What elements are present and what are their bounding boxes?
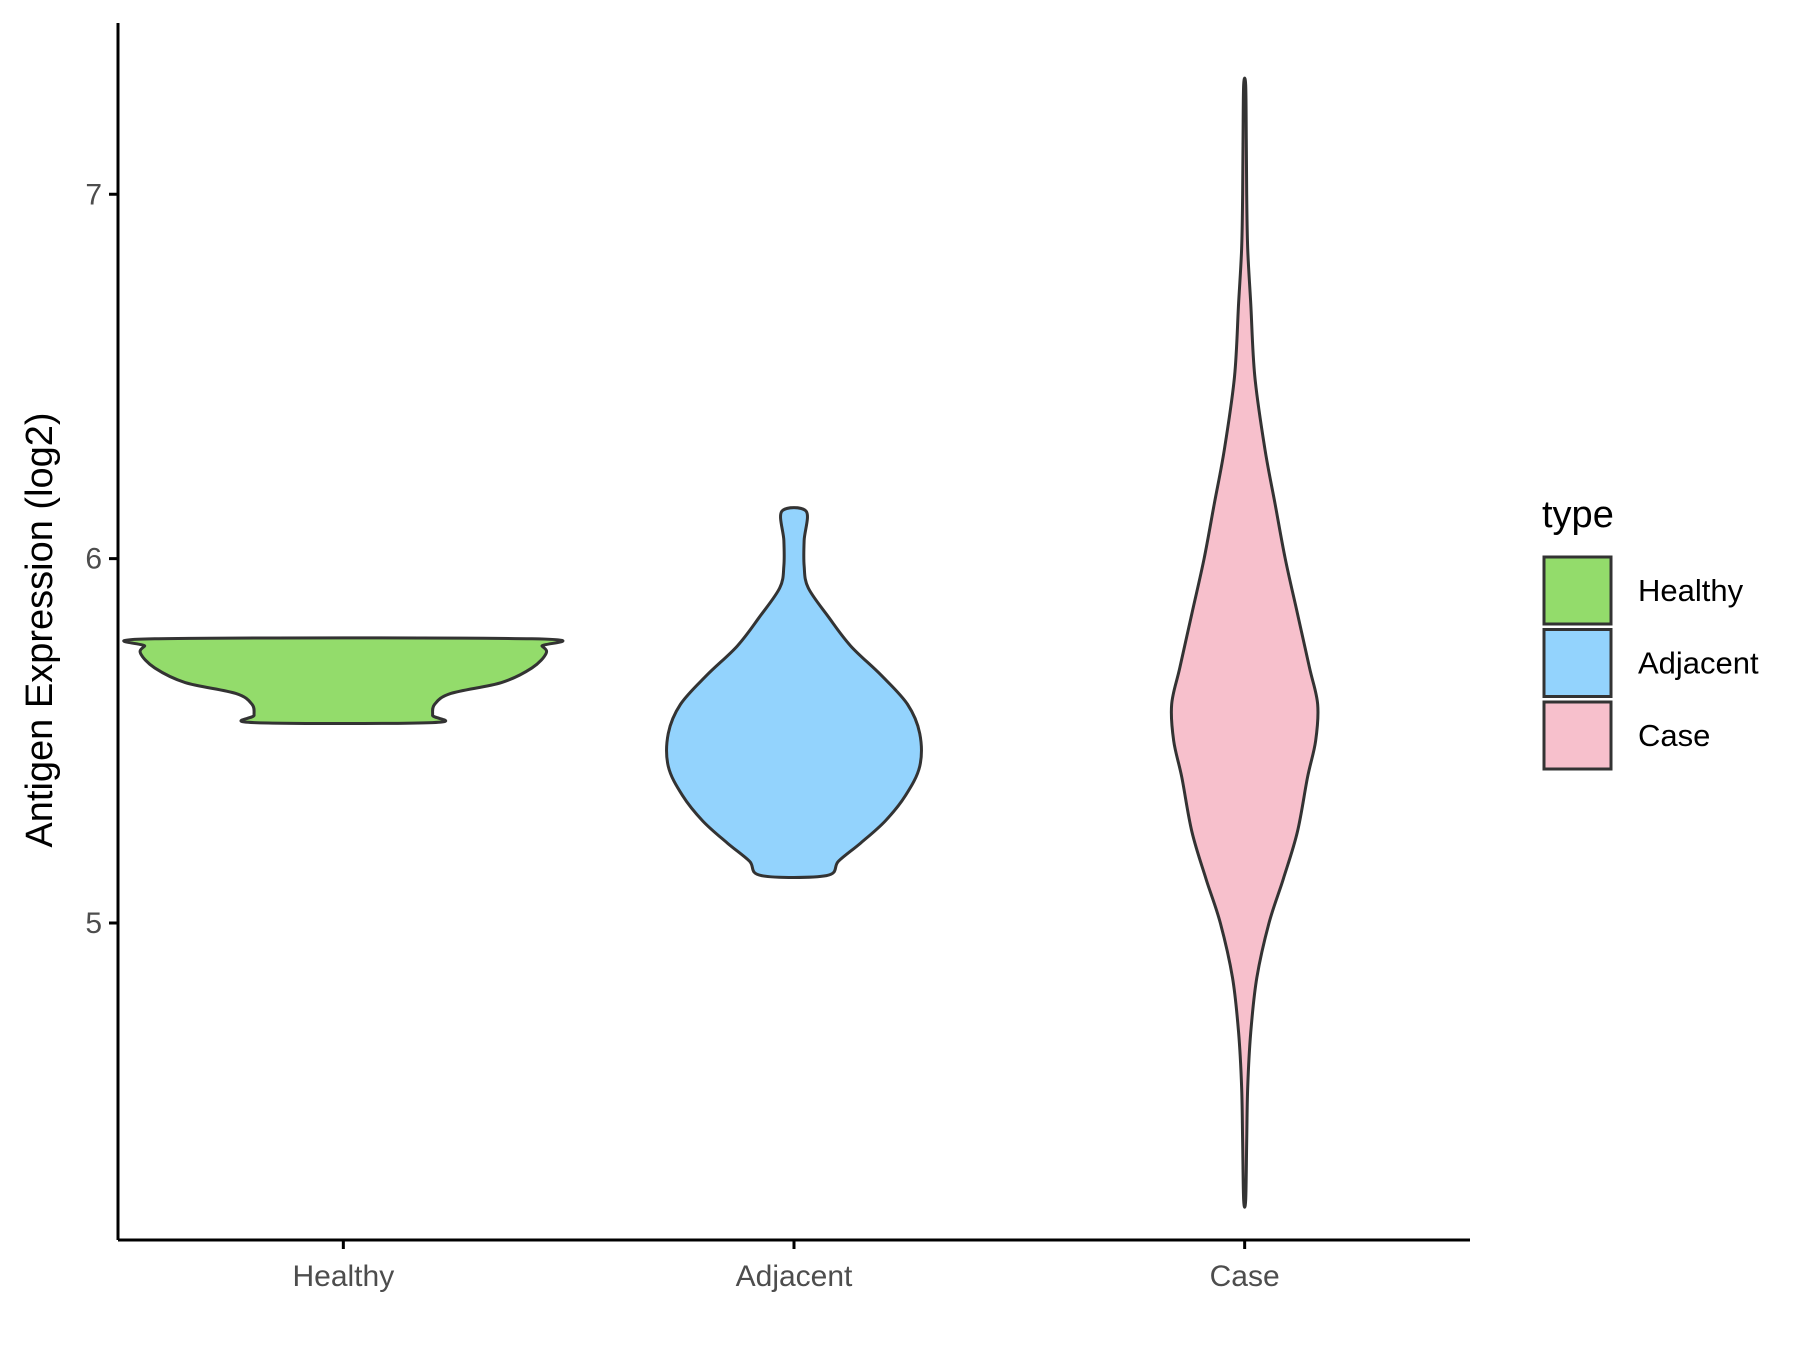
legend-key-case: [1542, 700, 1613, 771]
x-axis-ticks: Healthy Adjacent Case: [292, 1240, 1280, 1293]
y-axis-ticks: 5 6 7: [85, 178, 118, 940]
legend-title: type: [1542, 494, 1614, 536]
violin-healthy: [122, 636, 565, 726]
legend-key-healthy: [1542, 555, 1613, 626]
violin-layer: [122, 76, 1320, 1209]
legend: type Healthy Adjacent Case: [1542, 494, 1759, 771]
x-tick-label: Case: [1210, 1260, 1280, 1293]
legend-label-adjacent: Adjacent: [1638, 646, 1759, 681]
y-tick-label: 5: [85, 907, 102, 940]
violin-case: [1169, 76, 1320, 1209]
y-axis-title: Antigen Expression (log2): [19, 412, 61, 847]
y-tick-label: 6: [85, 543, 102, 576]
y-tick-label: 7: [85, 178, 102, 211]
legend-label-healthy: Healthy: [1638, 573, 1744, 608]
x-tick-label: Adjacent: [736, 1260, 853, 1293]
x-tick-label: Healthy: [292, 1260, 394, 1293]
violin-adjacent: [665, 506, 923, 879]
legend-label-case: Case: [1638, 718, 1710, 753]
legend-key-adjacent: [1542, 628, 1613, 698]
